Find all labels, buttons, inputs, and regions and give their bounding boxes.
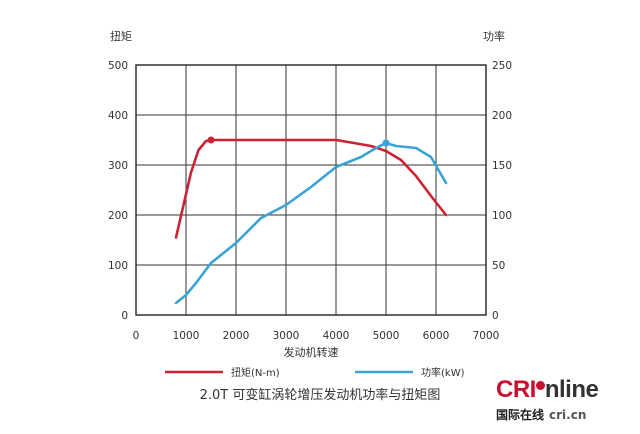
series-line-1 — [174, 141, 448, 305]
logo-sub-text: 国际在线 — [496, 408, 545, 422]
series — [174, 136, 448, 305]
plot-frame — [135, 64, 487, 316]
logo-wordmark: CRI nline — [496, 376, 599, 404]
series-marker-1 — [382, 139, 390, 147]
cri-online-logo: CRI nline 国际在线 cri.cn — [496, 376, 636, 428]
logo-cri: CRI — [496, 376, 536, 403]
x-tick-label: 6000 — [423, 330, 450, 342]
x-tick-label: 2000 — [223, 330, 250, 342]
left-axis-title: 扭矩 — [110, 29, 132, 43]
x-tick-label: 0 — [133, 330, 140, 342]
logo-online: nline — [544, 376, 599, 403]
x-tick-label: 3000 — [273, 330, 300, 342]
legend: 扭矩(N-m) 功率(kW) — [165, 366, 465, 379]
y-right-tick-label: 250 — [492, 60, 512, 72]
grid — [136, 65, 486, 315]
x-tick-label: 1000 — [173, 330, 200, 342]
right-axis-title: 功率 — [483, 29, 505, 43]
y-left-tick-label: 0 — [121, 310, 128, 322]
x-tick-label: 4000 — [323, 330, 350, 342]
y-right-tick-label: 100 — [492, 210, 512, 222]
x-tick-label: 7000 — [473, 330, 500, 342]
y-right-tick-label: 0 — [492, 310, 499, 322]
logo-url: cri.cn — [549, 408, 587, 422]
series-marker-0 — [207, 136, 215, 144]
legend-label-1: 功率(kW) — [421, 366, 465, 379]
y-left-tick-label: 400 — [108, 110, 128, 122]
tick-labels: 0 1000 2000 3000 4000 5000 6000 700001002003004… — [108, 60, 512, 342]
y-right-tick-label: 150 — [492, 160, 512, 172]
legend-label-0: 扭矩(N-m) — [231, 366, 280, 379]
y-right-tick-label: 200 — [492, 110, 512, 122]
y-left-tick-label: 100 — [108, 260, 128, 272]
x-tick-label: 5000 — [373, 330, 400, 342]
chart-caption: 2.0T 可变缸涡轮增压发动机功率与扭矩图 — [199, 388, 441, 403]
y-left-tick-label: 200 — [108, 210, 128, 222]
x-axis-title: 发动机转速 — [284, 345, 339, 359]
logo-subtitle: 国际在线 cri.cn — [496, 406, 586, 423]
series-line-0 — [174, 138, 448, 239]
y-left-tick-label: 300 — [108, 160, 128, 172]
logo-dot — [535, 380, 545, 390]
y-left-tick-label: 500 — [108, 60, 128, 72]
y-right-tick-label: 50 — [492, 260, 505, 272]
